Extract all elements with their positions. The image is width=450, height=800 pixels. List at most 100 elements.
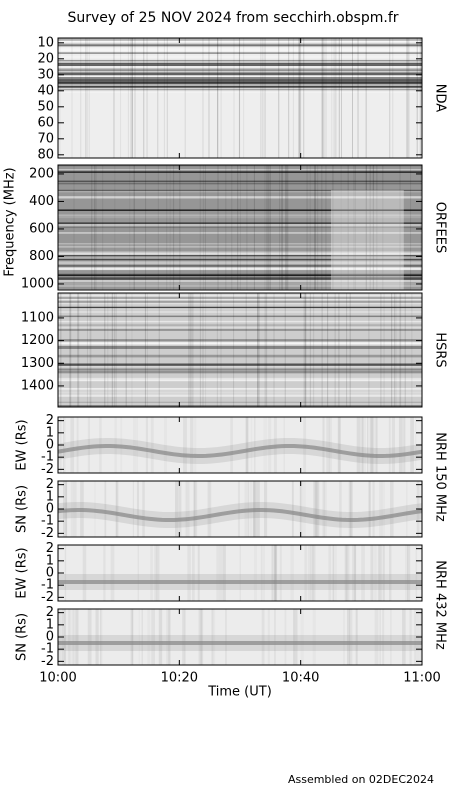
texture — [58, 255, 422, 259]
texture — [326, 417, 330, 473]
texture — [157, 165, 159, 290]
texture — [225, 609, 227, 665]
y-tick-label: 60 — [37, 115, 54, 130]
texture — [361, 545, 365, 601]
texture — [102, 165, 104, 290]
y-tick-label: 1 — [46, 553, 54, 568]
texture — [184, 481, 187, 537]
texture — [355, 165, 357, 290]
panel — [58, 293, 422, 407]
texture — [383, 293, 385, 407]
texture — [58, 324, 422, 327]
texture — [370, 545, 374, 601]
texture — [184, 38, 186, 158]
texture — [58, 325, 422, 328]
y-tick-label: 30 — [37, 67, 54, 82]
texture — [58, 87, 422, 91]
texture — [294, 609, 298, 665]
y-tick-label: 0 — [46, 566, 54, 581]
texture — [254, 417, 256, 473]
texture — [150, 417, 154, 473]
texture — [395, 293, 397, 407]
texture — [382, 545, 385, 601]
texture — [82, 545, 87, 601]
texture — [183, 417, 187, 473]
texture — [217, 38, 219, 158]
texture — [58, 64, 422, 66]
y-tick-label: -2 — [41, 462, 54, 477]
texture — [58, 226, 422, 229]
texture — [381, 481, 386, 537]
texture — [404, 545, 409, 601]
texture — [339, 481, 342, 537]
texture — [100, 609, 102, 665]
texture — [58, 78, 422, 81]
texture — [58, 445, 422, 464]
y-tick-label: 1400 — [21, 378, 54, 393]
texture — [70, 293, 72, 407]
texture — [372, 165, 374, 290]
texture — [273, 545, 278, 601]
texture — [338, 417, 342, 473]
texture — [163, 417, 167, 473]
texture — [223, 545, 226, 601]
texture — [353, 165, 355, 290]
texture — [392, 38, 394, 158]
texture — [217, 165, 219, 290]
texture — [58, 77, 422, 81]
texture — [58, 196, 422, 198]
texture — [420, 165, 422, 290]
texture — [58, 77, 422, 80]
texture — [58, 443, 422, 458]
texture — [58, 320, 422, 323]
texture — [58, 388, 422, 391]
texture — [344, 545, 348, 601]
texture — [370, 417, 374, 473]
panel-frame — [57, 37, 423, 159]
texture — [265, 165, 267, 290]
texture — [257, 293, 259, 407]
texture — [407, 38, 409, 158]
texture — [356, 417, 361, 473]
texture — [285, 165, 287, 290]
texture — [115, 293, 117, 407]
texture — [58, 222, 422, 225]
texture — [321, 293, 323, 407]
texture — [398, 417, 402, 473]
texture — [58, 368, 422, 371]
texture — [239, 165, 241, 290]
texture — [114, 293, 116, 407]
texture — [333, 38, 335, 158]
texture — [58, 87, 422, 91]
texture — [246, 417, 249, 473]
texture — [58, 165, 422, 167]
texture — [279, 165, 281, 290]
y-tick-label: -1 — [41, 578, 54, 593]
texture — [58, 294, 422, 298]
texture — [374, 609, 379, 665]
y-tick-label: 0 — [46, 502, 54, 517]
texture — [58, 44, 422, 47]
texture — [219, 545, 224, 601]
y-tick-label: -2 — [41, 526, 54, 541]
texture — [310, 545, 314, 601]
texture — [368, 481, 370, 537]
texture — [262, 38, 264, 158]
texture — [58, 405, 422, 407]
texture — [58, 45, 422, 48]
texture — [68, 609, 72, 665]
texture — [284, 609, 287, 665]
texture — [208, 38, 210, 158]
side-label: NDA — [433, 84, 448, 113]
y-tick-label: 200 — [29, 166, 54, 181]
texture — [253, 545, 258, 601]
texture — [58, 69, 422, 72]
texture — [58, 170, 422, 173]
texture — [382, 165, 384, 290]
texture — [217, 38, 219, 158]
texture — [58, 311, 422, 313]
side-label: HSRS — [433, 332, 448, 367]
texture — [328, 545, 332, 601]
texture — [274, 609, 276, 665]
texture — [357, 38, 359, 158]
